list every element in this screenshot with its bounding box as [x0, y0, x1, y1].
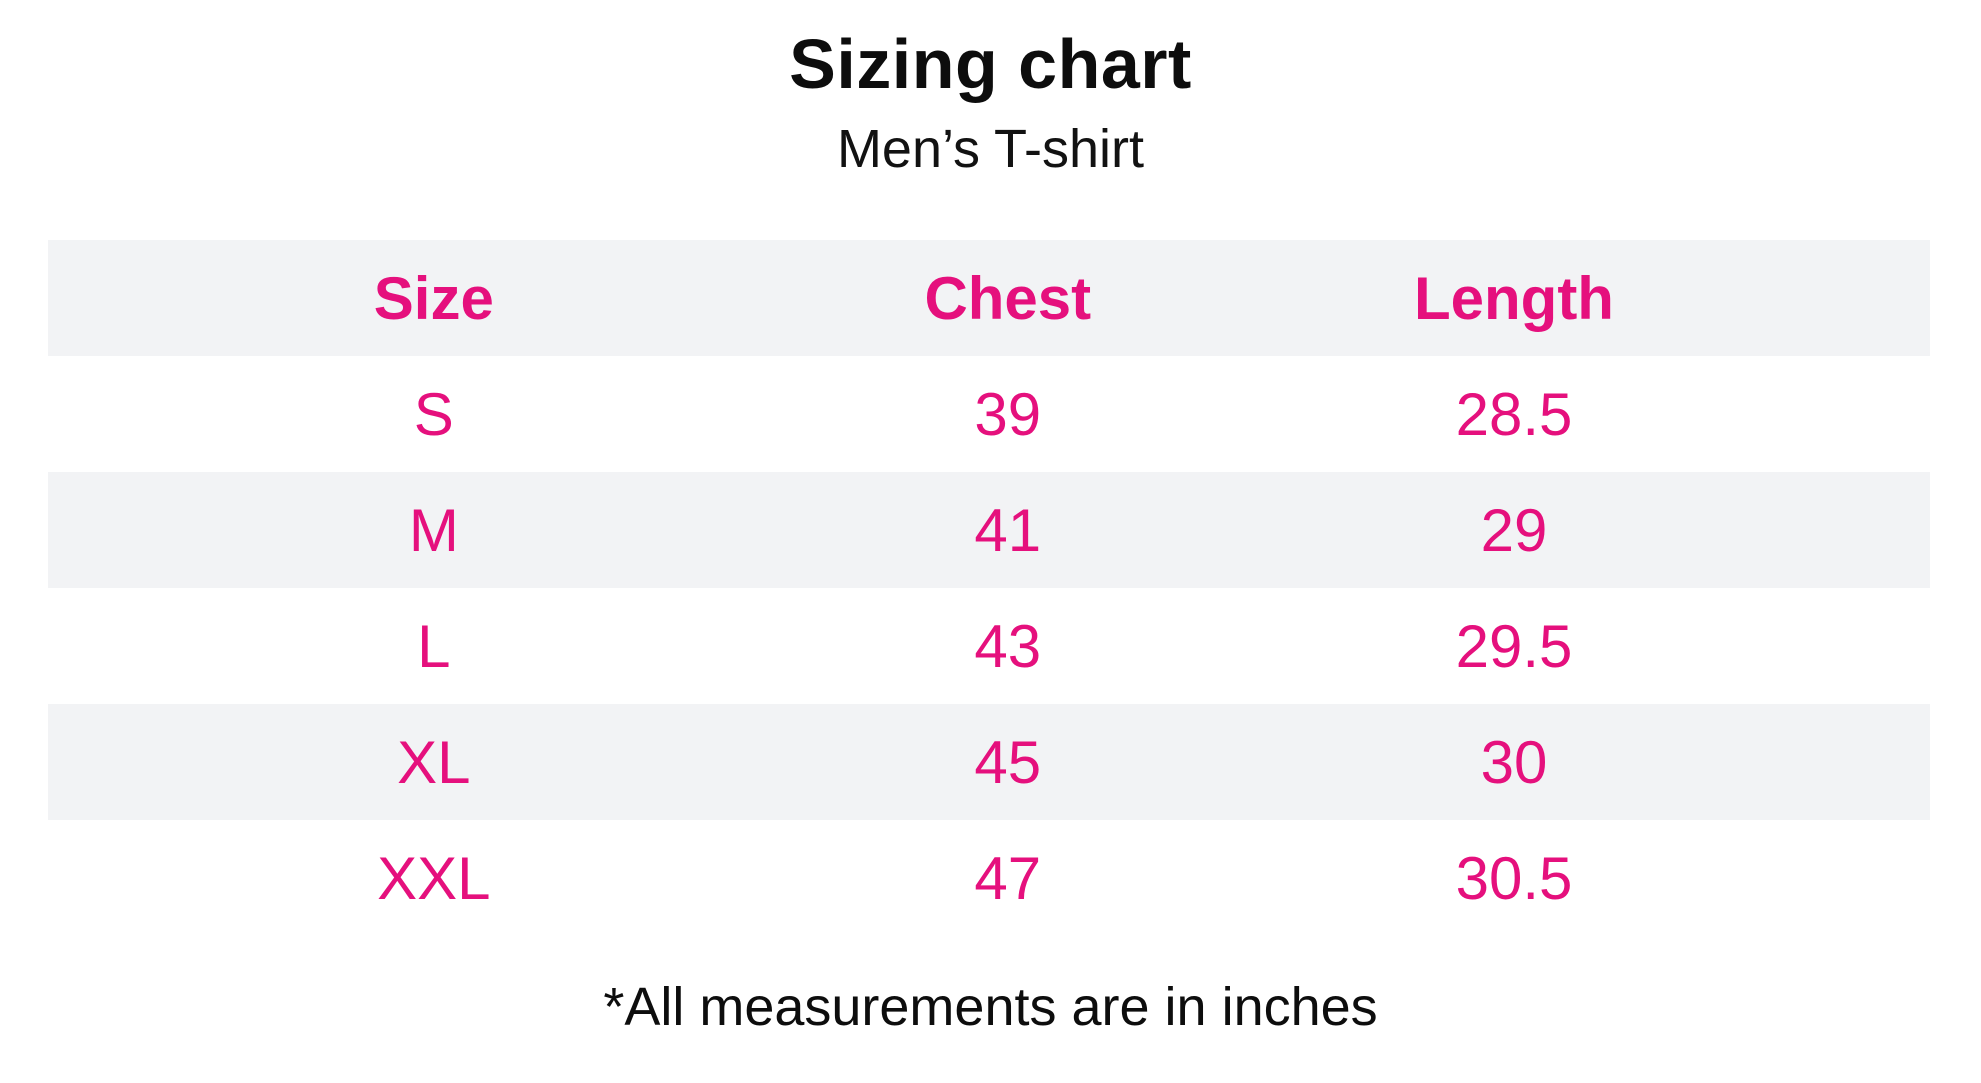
column-header-length: Length [1414, 264, 1614, 332]
chest-value: 47 [974, 844, 1042, 912]
length-value: 29.5 [1455, 612, 1573, 680]
table-row-xl: XL 45 30 [48, 704, 1930, 820]
column-header-chest: Chest [924, 264, 1092, 332]
chest-value: 41 [974, 496, 1042, 564]
table-row-s: S 39 28.5 [48, 356, 1930, 472]
chest-value: 39 [974, 380, 1042, 448]
size-value: S [413, 380, 454, 448]
sizing-table: Size Chest Length S 39 28.5 M 41 29 L 43… [48, 240, 1930, 936]
size-value: XL [397, 728, 471, 796]
chest-value: 45 [974, 728, 1042, 796]
column-header-size: Size [373, 264, 494, 332]
length-value: 28.5 [1455, 380, 1573, 448]
table-header-row: Size Chest Length [48, 240, 1930, 356]
page-title: Sizing chart [789, 25, 1192, 103]
chest-value: 43 [974, 612, 1042, 680]
length-value: 30.5 [1455, 844, 1573, 912]
page-subtitle: Men’s T-shirt [836, 119, 1145, 179]
length-value: 30 [1480, 728, 1548, 796]
table-row-xxl: XXL 47 30.5 [48, 820, 1930, 936]
size-value: M [408, 496, 459, 564]
table-row-m: M 41 29 [48, 472, 1930, 588]
table-row-l: L 43 29.5 [48, 588, 1930, 704]
measurements-footnote: *All measurements are in inches [603, 977, 1378, 1037]
size-value: L [417, 612, 451, 680]
size-value: XXL [377, 844, 491, 912]
length-value: 29 [1480, 496, 1548, 564]
